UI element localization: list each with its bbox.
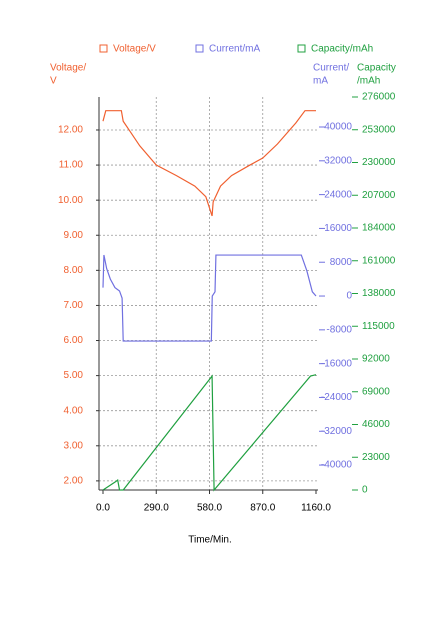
y2-tick-label: 0 — [346, 291, 352, 302]
legend-marker — [195, 44, 204, 53]
y3-tick-label: 92000 — [362, 354, 390, 365]
y3-tick-label: 23000 — [362, 452, 390, 463]
y2-tick-label: 8000 — [330, 257, 353, 268]
y-tick-label: 6.00 — [64, 335, 84, 346]
y3-tick-label: 115000 — [362, 321, 395, 332]
x-tick-label: 870.0 — [250, 503, 275, 514]
data-line — [102, 254, 317, 342]
y2-tick-label: -40000 — [321, 460, 353, 471]
legend-label: Current/mA — [209, 44, 260, 55]
y3-tick-label: 161000 — [362, 255, 396, 266]
legend-marker — [99, 44, 108, 53]
y3-tick-label: 46000 — [362, 419, 390, 430]
y-axis-title: V — [50, 76, 57, 87]
y2-tick-label: 32000 — [324, 155, 352, 166]
y3-tick-label: 230000 — [362, 157, 396, 168]
y3-axis-title: /mAh — [357, 76, 380, 87]
y2-tick-label: -8000 — [326, 324, 352, 335]
y3-tick-label: 0 — [362, 485, 368, 496]
y2-tick-label: 24000 — [324, 189, 352, 200]
y-tick-label: 10.00 — [58, 195, 83, 206]
y-tick-label: 3.00 — [64, 440, 84, 451]
y-tick-label: 7.00 — [64, 300, 84, 311]
y2-tick-label: -16000 — [321, 358, 353, 369]
y2-tick-label: -24000 — [321, 392, 353, 403]
y-tick-label: 11.00 — [59, 160, 84, 171]
y-axis-title: Voltage/ — [50, 63, 86, 74]
y3-tick-label: 253000 — [362, 124, 396, 135]
x-tick-label: 1160.0 — [301, 503, 331, 514]
y3-axis-title: Capacity — [357, 63, 396, 74]
y3-tick-label: 184000 — [362, 223, 396, 234]
y3-tick-label: 138000 — [362, 288, 396, 299]
y3-tick-label: 207000 — [362, 190, 396, 201]
y2-axis-title: mA — [313, 76, 328, 87]
y2-tick-label: -32000 — [321, 426, 353, 437]
y2-tick-label: 16000 — [324, 223, 352, 234]
legend-label: Voltage/V — [113, 44, 156, 55]
y-tick-label: 2.00 — [64, 476, 84, 487]
y-tick-label: 4.00 — [64, 405, 84, 416]
y3-tick-label: 69000 — [362, 386, 390, 397]
y3-tick-label: 276000 — [362, 92, 396, 103]
legend-marker — [297, 44, 306, 53]
y2-axis-title: Current/ — [313, 63, 349, 74]
x-tick-label: 0.0 — [96, 503, 110, 514]
y-tick-label: 12.00 — [58, 125, 83, 136]
y-tick-label: 8.00 — [64, 265, 84, 276]
y-tick-label: 5.00 — [64, 370, 84, 381]
y2-tick-label: 40000 — [324, 122, 352, 133]
y-tick-label: 9.00 — [64, 230, 84, 241]
x-tick-label: 290.0 — [144, 503, 169, 514]
x-tick-label: 580.0 — [197, 503, 222, 514]
data-line — [102, 110, 316, 217]
x-axis-title: Time/Min. — [188, 535, 232, 546]
legend-label: Capacity/mAh — [311, 44, 373, 55]
data-line — [102, 374, 317, 492]
